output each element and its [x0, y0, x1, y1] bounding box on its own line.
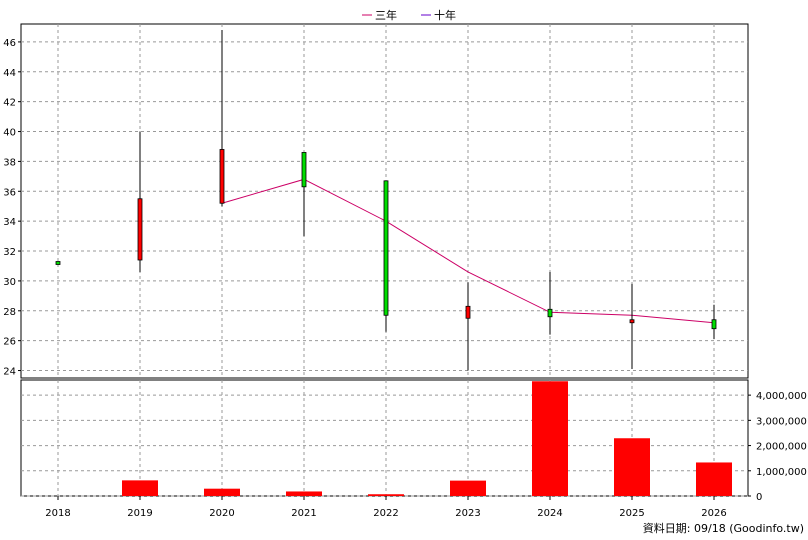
- x-tick-label: 2018: [45, 508, 70, 519]
- volume-tick-label: 4,000,000: [756, 391, 807, 402]
- candles: [55, 29, 717, 371]
- price-panel: 24 26 28 30 32 34 36 38 40 42 44 46: [3, 23, 749, 379]
- candle-body: [301, 152, 307, 188]
- candle-2022: [383, 180, 389, 332]
- volume-y-axis: 0 1,000,000 2,000,000 3,000,000 4,000,000: [748, 391, 807, 503]
- price-tick-label: 40: [3, 128, 16, 139]
- x-tick-label: 2026: [701, 508, 726, 519]
- x-tick-label: 2024: [537, 508, 562, 519]
- candle-body: [137, 198, 143, 261]
- footer-source: 資料日期: 09/18 (Goodinfo.tw): [643, 521, 804, 535]
- candle-body: [219, 149, 225, 204]
- volume-bar-2020: [204, 488, 240, 496]
- price-y-axis: 24 26 28 30 32 34 36 38 40 42 44 46: [3, 38, 21, 378]
- candle-body: [465, 305, 471, 319]
- x-axis: 2018 2019 2020 2021 2022 2023 2024 2025 2026: [45, 496, 727, 519]
- volume-bar-2024: [532, 381, 568, 496]
- x-tick-label: 2025: [619, 508, 644, 519]
- price-tick-label: 46: [3, 38, 16, 49]
- candle-body: [55, 261, 61, 265]
- candle-body: [629, 319, 635, 324]
- x-tick-label: 2020: [209, 508, 234, 519]
- legend-label-1: 十年: [434, 8, 456, 22]
- price-tick-label: 26: [3, 337, 16, 348]
- candle-2026: [711, 304, 717, 340]
- price-tick-label: 28: [3, 307, 16, 318]
- price-tick-label: 30: [3, 277, 16, 288]
- candle-2024: [547, 271, 553, 335]
- volume-bars: [122, 381, 732, 496]
- volume-bar-2023: [450, 480, 486, 496]
- price-tick-label: 34: [3, 217, 16, 228]
- price-tick-label: 44: [3, 68, 16, 79]
- legend: 三年 十年: [362, 8, 456, 22]
- candle-body: [711, 319, 717, 330]
- candle-body: [547, 308, 553, 318]
- legend-label-0: 三年: [375, 8, 397, 22]
- volume-bar-2021: [286, 491, 322, 496]
- volume-bar-2026: [696, 462, 732, 496]
- volume-tick-label: 0: [756, 492, 762, 503]
- volume-tick-label: 3,000,000: [756, 416, 807, 427]
- x-tick-label: 2021: [291, 508, 316, 519]
- volume-panel: 0 1,000,000 2,000,000 3,000,000 4,000,000: [20, 379, 807, 503]
- price-tick-label: 36: [3, 187, 16, 198]
- price-tick-label: 42: [3, 98, 16, 109]
- x-tick-label: 2023: [455, 508, 480, 519]
- x-tick-label: 2022: [373, 508, 398, 519]
- x-tick-label: 2019: [127, 508, 152, 519]
- volume-tick-label: 2,000,000: [756, 442, 807, 453]
- candle-2019: [137, 131, 143, 272]
- candle-2025: [629, 283, 635, 370]
- volume-bar-2019: [122, 480, 158, 496]
- candle-body: [383, 180, 389, 316]
- volume-bar-2025: [614, 438, 650, 496]
- volume-tick-label: 1,000,000: [756, 467, 807, 478]
- price-tick-label: 24: [3, 367, 16, 378]
- candle-2023: [465, 282, 471, 371]
- volume-bar-2022: [368, 494, 404, 496]
- price-tick-label: 32: [3, 247, 16, 258]
- candle-2021: [301, 152, 307, 237]
- candle-2020: [219, 29, 225, 207]
- candle-2018: [55, 261, 61, 265]
- price-tick-label: 38: [3, 157, 16, 168]
